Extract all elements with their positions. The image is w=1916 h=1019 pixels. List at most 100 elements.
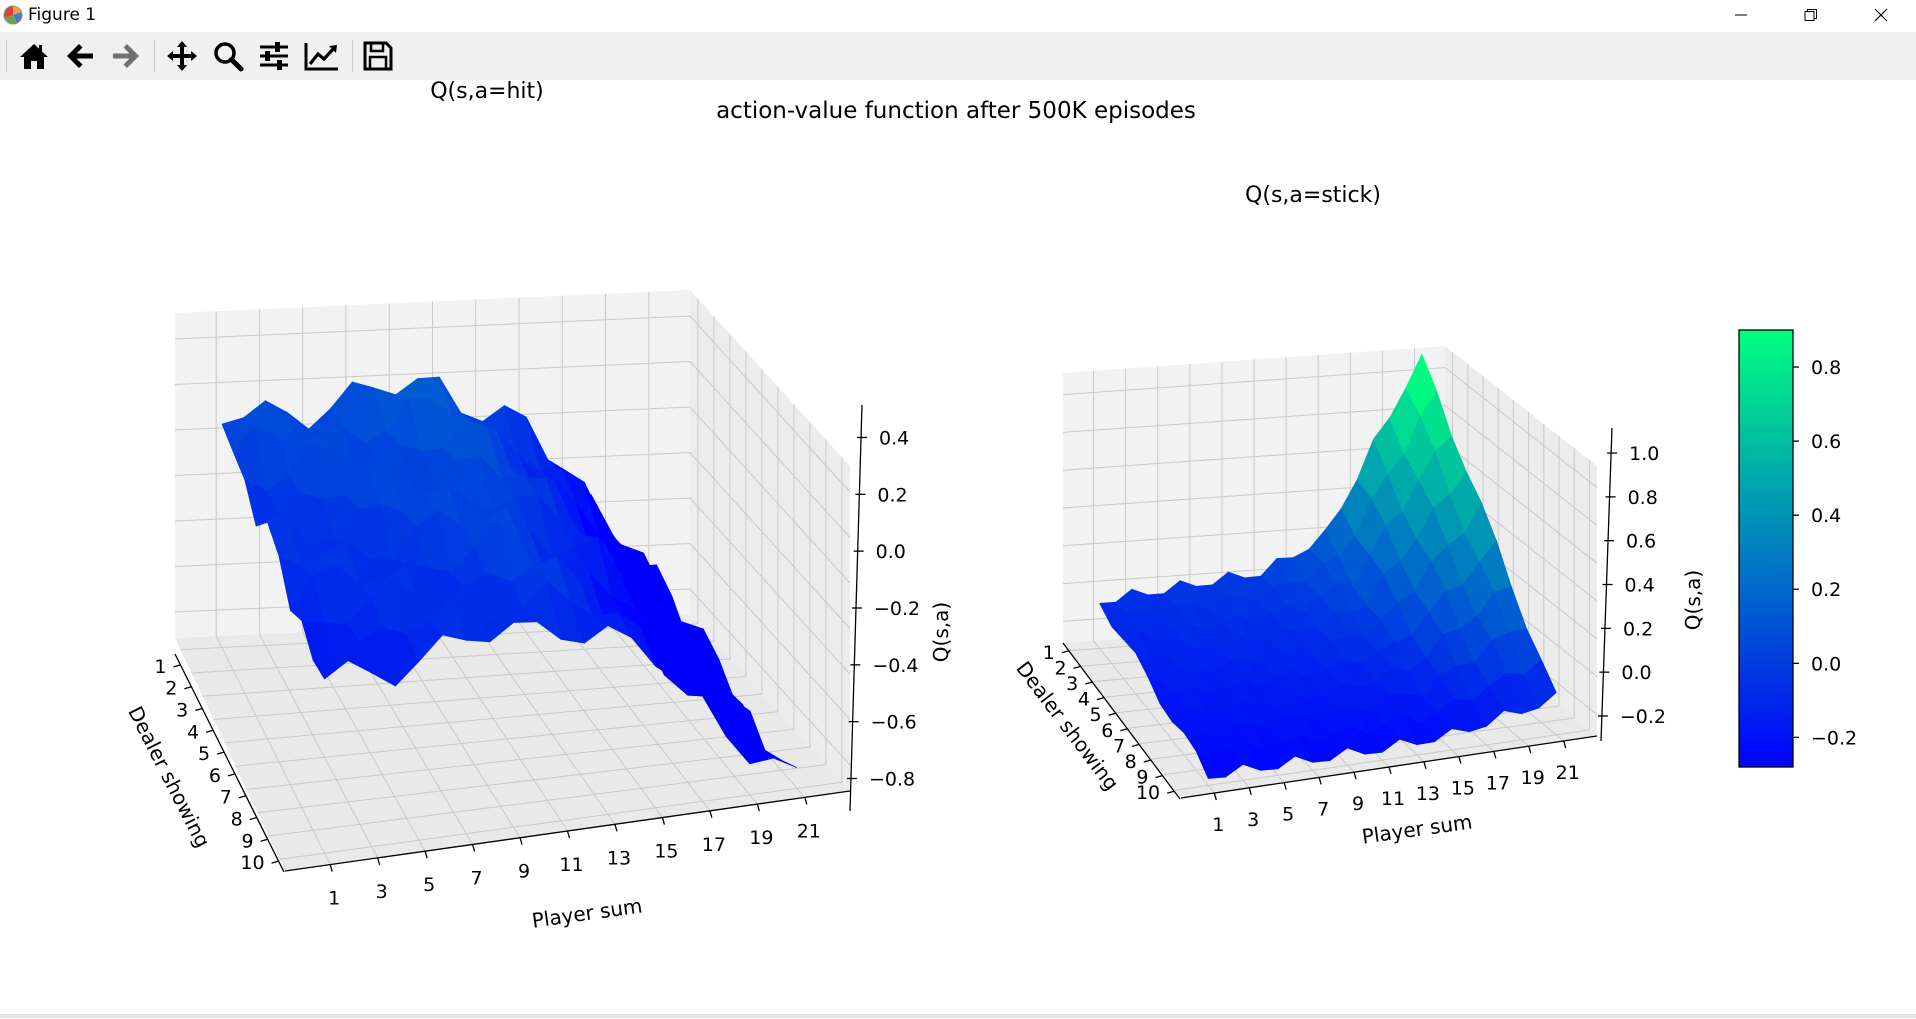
colorbar-tick-label: 0.4 [1811,505,1841,527]
toolbar-separator [352,40,353,72]
x-tick-label: 13 [607,847,631,869]
y-tick [260,838,268,842]
z-tick-label: −0.8 [869,769,915,791]
figure-canvas[interactable]: action-value function after 500K episode… [0,79,1916,1015]
z-tick-label: −0.2 [1620,706,1666,728]
y-tick [1143,759,1151,763]
minimize-button[interactable] [1706,0,1776,30]
y-tick [1166,790,1175,794]
y-tick-label: 7 [1113,735,1125,757]
minimize-icon [1735,14,1747,16]
y-tick [1131,743,1140,748]
surface-mesh [1099,353,1557,779]
x-tick [661,817,666,825]
floor-gridline-y [268,764,827,837]
x-tick [756,803,760,812]
z-tick-label: −0.4 [872,655,918,677]
save-button[interactable] [358,37,398,75]
home-button[interactable] [14,37,54,75]
x-tick [1248,787,1252,796]
y-tick [1108,712,1116,716]
y-tick-label: 5 [198,743,210,765]
arrow-left-icon [67,44,93,68]
y-tick-label: 4 [187,721,199,743]
x-tick [1563,740,1567,749]
colorbar-tick-label: 0.6 [1811,431,1841,453]
y-tick-label: 3 [1066,673,1078,695]
x-tick-label: 5 [423,874,435,896]
x-tick [1353,772,1357,780]
x-tick [1423,761,1427,769]
x-tick-label: 11 [559,854,583,876]
y-axis-line [1062,642,1181,800]
colorbar-tick-label: −0.2 [1811,727,1857,749]
floor-gridline-y [213,676,747,721]
floor-gridline-y [191,640,715,674]
x-tick-label: 15 [654,841,678,863]
x-tick [519,837,523,845]
y-tick-label: 10 [240,852,264,874]
z-tick-label: 0.0 [1621,662,1651,684]
forward-button[interactable] [106,37,146,75]
subplot-title: Q(s,a=stick) [1245,183,1381,208]
pane-gridline-z [174,315,851,493]
x-tick-label: 3 [1247,809,1259,831]
x-tick [1493,751,1497,759]
x-tick [471,844,476,852]
y-tick-label: 9 [1136,767,1148,789]
x-axis-label: Player sum [1360,809,1473,848]
x-tick-label: 9 [1352,793,1364,815]
search-icon [214,42,244,72]
save-icon [363,41,393,71]
x-tick-label: 3 [376,881,388,903]
restore-icon [1804,9,1817,21]
floor-gridline-y [202,658,731,697]
y-tick-label: 7 [220,787,232,809]
x-tick-label: 15 [1451,778,1475,800]
pan-button[interactable] [162,37,202,75]
x-tick-label: 1 [328,888,340,910]
hit-surface-plot: 1 3 5 7 9 11 13 15 17 19 2112345678910−0.8−0.6−0.4… [123,79,953,933]
y-axis-line [174,653,285,873]
restore-button[interactable] [1776,0,1846,30]
y-tick [1096,696,1105,701]
z-tick-label: 0.4 [1625,575,1655,597]
z-axis-label: Q(s,a) [929,602,953,662]
y-tick-label: 3 [176,700,188,722]
colorbar: −0.2 0.0 0.2 0.4 0.6 0.8 [1738,329,1857,768]
toolbar-grip [6,40,7,72]
pane-gridline-z [1062,367,1598,488]
y-tick-label: 5 [1090,704,1102,726]
window-bottom-border [0,1014,1916,1018]
x-tick [377,857,381,866]
z-tick-label: −0.6 [871,712,917,734]
window-title: Figure 1 [28,5,97,25]
colorbar-tick-label: 0.2 [1811,579,1841,601]
y-tick-label: 6 [1101,720,1113,742]
z-tick-label: 0.2 [1623,618,1653,640]
x-tick-label: 21 [797,820,821,842]
z-tick-label: 0.6 [1626,531,1656,553]
back-button[interactable] [60,37,100,75]
x-tick-label: 19 [749,827,773,849]
x-tick-label: 7 [471,867,483,889]
y-tick-label: 8 [231,809,243,831]
floor-gridline-y [279,781,843,860]
subplot-title: Q(s,a=hit) [430,80,544,104]
configure-subplots-button[interactable] [254,37,294,75]
y-tick [205,729,214,733]
y-tick-label: 1 [1043,642,1055,664]
y-tick-label: 2 [1054,657,1066,679]
y-tick-label: 4 [1078,689,1090,711]
floor-gridline-x [259,633,379,859]
matplotlib-icon [3,5,23,25]
y-tick [271,860,279,864]
sliders-icon [260,42,288,70]
zoom-button[interactable] [208,37,248,75]
y-tick [1120,728,1128,732]
figure-suptitle: action-value function after 500K episode… [716,98,1196,124]
edit-axes-button[interactable] [302,37,342,75]
window-titlebar: Figure 1 [0,0,1916,30]
close-icon [1874,8,1888,22]
close-button[interactable] [1846,0,1916,30]
